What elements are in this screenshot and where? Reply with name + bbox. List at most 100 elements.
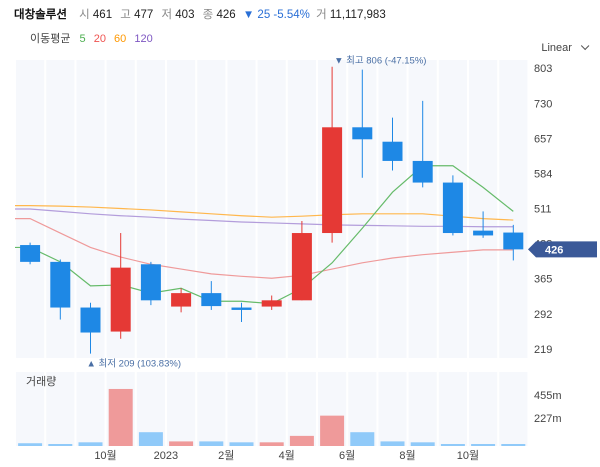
grid-band (499, 60, 528, 358)
volume-grid-band (469, 372, 498, 446)
high-annotation: ▼ 최고 806 (-47.15%) (334, 56, 426, 67)
volume-grid-band (287, 372, 316, 446)
ma60-line (15, 205, 514, 221)
volume-grid-band (408, 372, 437, 446)
volume-bar (229, 442, 254, 446)
candle-body (322, 127, 343, 234)
candle-body (352, 127, 373, 140)
ma-legend-20: 20 (93, 33, 106, 45)
candle-body (80, 307, 101, 333)
grid-band (287, 60, 316, 358)
low-annotation: ▲ 최저 209 (103.83%) (87, 359, 181, 370)
x-tick-label: 6월 (339, 449, 355, 462)
grid-band (257, 60, 286, 358)
volume-value: 11,117,983 (329, 9, 386, 21)
volume-bar (199, 441, 224, 446)
price-badge-text: 426 (545, 244, 563, 256)
candles (20, 66, 524, 354)
close-label: 종 (202, 9, 214, 21)
x-tick-label: 10월 (94, 449, 116, 462)
grid-band (167, 60, 196, 358)
volume-bar (108, 388, 133, 446)
candle-body (20, 245, 41, 262)
ma-legend-60: 60 (114, 33, 127, 45)
volume-bar (380, 441, 405, 446)
volume-title: 거래량 (26, 375, 56, 388)
y-tick-label: 292 (534, 309, 552, 321)
low-label: 저 (161, 9, 173, 21)
stock-name: 대창솔루션 (14, 9, 67, 21)
volume-grid-band (438, 372, 467, 446)
candle-body (231, 307, 252, 310)
candle-body (503, 232, 524, 250)
volume-tick-label: 227m (534, 413, 562, 425)
volume-tick-label: 455m (534, 390, 562, 402)
ma120-line (15, 208, 514, 228)
volume-bar (78, 442, 103, 446)
open-value: 461 (92, 9, 113, 21)
volume-bar (320, 415, 345, 446)
volume-grid-band (76, 372, 105, 446)
candle-body (110, 267, 131, 332)
high-label: 고 (120, 9, 131, 21)
change-value: ▼ 25 -5.54% (242, 9, 310, 21)
y-axis-ticks: 219292365438511584657730803 (534, 63, 552, 356)
volume-grid-band (46, 372, 75, 446)
volume-grid-band (167, 372, 196, 446)
ma20-line (15, 218, 514, 279)
volume-grid-band (257, 372, 286, 446)
candle-body (442, 182, 463, 234)
volume-grid-band (378, 372, 407, 446)
candle-body (412, 160, 433, 183)
x-tick-label: 4월 (279, 449, 295, 462)
volume-bar (48, 444, 73, 446)
volume-grid-band (499, 372, 528, 446)
y-tick-label: 365 (534, 274, 552, 286)
y-tick-label: 511 (534, 204, 552, 216)
volume-bar (501, 444, 526, 446)
open-label: 시 (79, 9, 90, 21)
y-tick-label: 584 (534, 168, 552, 180)
candle-body (50, 261, 71, 308)
y-tick-label: 219 (534, 344, 552, 356)
candle-body (291, 233, 312, 301)
candle-body (140, 264, 161, 301)
x-tick-label: 8월 (399, 449, 415, 462)
ma-legend-5: 5 (79, 33, 86, 45)
grid-band (469, 60, 498, 358)
x-tick-label: 2023 (154, 450, 178, 462)
volume-grid-band (197, 372, 226, 446)
grid-band (378, 60, 407, 358)
volume-label: 거 (316, 9, 327, 21)
volume-grid-band (227, 372, 256, 446)
volume-bar (138, 432, 163, 446)
x-axis-ticks: 10월 2023 2월 4월 6월 8월 10월 (94, 449, 479, 462)
stock-header: 대창솔루션 시 461 고 477 저 403 종 426 ▼ 25 -5.54… (14, 6, 388, 22)
y-tick-label: 657 (534, 133, 552, 145)
volume-bar (169, 441, 194, 446)
volume-bar (471, 444, 496, 446)
candle-body (473, 230, 494, 236)
scale-label: Linear (541, 42, 572, 54)
price-badge (528, 241, 597, 258)
candle-body (261, 300, 282, 307)
volume-bar (18, 443, 43, 446)
moving-average-legend: 이동평균 5 20 60 120 (30, 30, 158, 46)
candle-body (201, 293, 222, 307)
x-tick-label: 2월 (218, 449, 234, 462)
volume-bar (259, 442, 284, 446)
moving-average-title: 이동평균 (30, 33, 71, 45)
volume-bar (350, 432, 375, 446)
high-value: 477 (134, 9, 154, 21)
y-tick-label: 730 (534, 98, 552, 110)
candle-body (382, 141, 403, 161)
close-value: 426 (216, 9, 236, 21)
annotations: 426 ▼ 최고 806 (-47.15%) ▲ 최저 209 (103.83%) (87, 56, 597, 370)
low-value: 403 (175, 9, 195, 21)
scale-selector[interactable]: Linear (541, 41, 590, 54)
volume-bar (289, 435, 314, 446)
grid-band (197, 60, 226, 358)
volume-bar (410, 442, 435, 446)
x-tick-label: 10월 (457, 449, 479, 462)
